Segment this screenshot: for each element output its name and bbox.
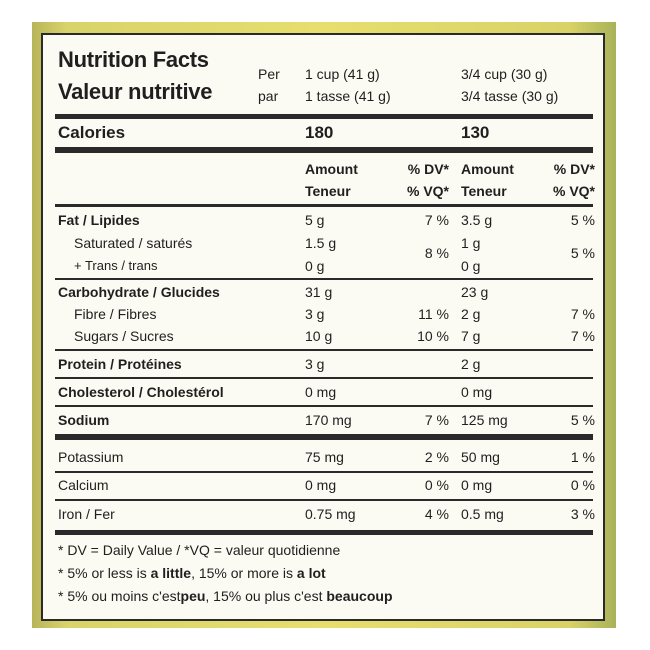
saturated-amount-2: 1 g: [461, 235, 481, 251]
footnote-en-lot: a lot: [296, 565, 326, 581]
rule-thin: [55, 499, 593, 501]
protein-amount-1: 3 g: [305, 356, 325, 372]
amount-fr-1: Teneur: [305, 183, 351, 199]
saturated-label: Saturated / saturés: [74, 235, 193, 251]
calcium-dv-2: 0 %: [570, 477, 595, 493]
footnote-en-little: a little: [150, 565, 192, 581]
iron-dv-1: 4 %: [424, 506, 449, 522]
fibre-dv-1: 11 %: [418, 306, 449, 322]
fibre-label: Fibre / Fibres: [74, 306, 157, 322]
calcium-amount-2: 0 mg: [461, 477, 493, 493]
sugars-amount-2: 7 g: [461, 328, 481, 344]
rule-thin: [55, 471, 593, 473]
trans-amount-1: 0 g: [305, 258, 325, 274]
sodium-dv-1: 7 %: [424, 412, 449, 428]
protein-amount-2: 2 g: [461, 356, 481, 372]
fibre-dv-2: 7 %: [570, 306, 595, 322]
footnote-fr-beaucoup: beaucoup: [326, 588, 393, 604]
nutrition-facts-panel: Nutrition Facts Valeur nutritive Per par…: [41, 33, 605, 621]
title-en: Nutrition Facts: [58, 47, 209, 72]
footnote-en: * 5% or less is a little, 15% or more is…: [58, 566, 326, 580]
iron-amount-1: 0.75 mg: [305, 506, 356, 522]
potassium-amount-2: 50 mg: [461, 449, 500, 465]
rule-thin: [55, 278, 593, 280]
fat-amount-1: 5 g: [305, 212, 325, 228]
iron-dv-2: 3 %: [570, 506, 595, 522]
protein-label: Protein / Protéines: [58, 356, 182, 372]
fat-amount-2: 3.5 g: [461, 212, 493, 228]
cholesterol-amount-2: 0 mg: [461, 384, 493, 400]
rule-thin: [55, 405, 593, 407]
cholesterol-label: Cholesterol / Cholestérol: [58, 384, 224, 400]
dv-en-2: % DV*: [553, 161, 595, 177]
footnote-dv: * DV = Daily Value / *VQ = valeur quotid…: [58, 542, 341, 558]
footnote-fr: * 5% ou moins c'estpeu, 15% ou plus c'es…: [58, 589, 393, 603]
saturated-amount-1: 1.5 g: [305, 235, 337, 251]
sodium-dv-2: 5 %: [570, 412, 595, 428]
fibre-amount-2: 2 g: [461, 306, 481, 322]
amount-en-2: Amount: [461, 161, 514, 177]
fat-dv-2: 5 %: [570, 212, 595, 228]
sugars-dv-2: 7 %: [570, 328, 595, 344]
sugars-label: Sugars / Sucres: [74, 328, 174, 344]
serving1-en: 1 cup (41 g): [305, 66, 380, 82]
sodium-amount-2: 125 mg: [461, 412, 508, 428]
footnote-fr-prefix: * 5% ou moins c'est: [58, 588, 181, 604]
serving2-fr: 3/4 tasse (30 g): [461, 88, 559, 104]
sat-trans-dv-1: 8 %: [424, 245, 449, 261]
rule-thin: [55, 349, 593, 351]
footnote-fr-mid: , 15% ou plus c'est: [205, 588, 327, 604]
iron-amount-2: 0.5 mg: [461, 506, 504, 522]
sugars-dv-1: 10 %: [417, 328, 449, 344]
sodium-amount-1: 170 mg: [305, 412, 352, 428]
dv-en-1: % DV*: [407, 161, 449, 177]
carb-amount-2: 23 g: [461, 284, 489, 300]
iron-label: Iron / Fer: [58, 506, 115, 522]
rule-medium: [55, 204, 593, 207]
footnote-en-prefix: * 5% or less is: [58, 565, 151, 581]
potassium-amount-1: 75 mg: [305, 449, 344, 465]
footnote-en-mid: , 15% or more is: [191, 565, 297, 581]
trans-amount-2: 0 g: [461, 258, 481, 274]
calories-1: 180: [305, 123, 334, 142]
potassium-label: Potassium: [58, 449, 124, 465]
carb-amount-1: 31 g: [305, 284, 333, 300]
rule-thick: [55, 114, 593, 119]
amount-en-1: Amount: [305, 161, 358, 177]
sodium-label: Sodium: [58, 412, 110, 428]
per-fr: par: [258, 88, 279, 104]
fat-label: Fat / Lipides: [58, 212, 140, 228]
calcium-label: Calcium: [58, 477, 109, 493]
per-en: Per: [258, 66, 280, 82]
rule-thin: [55, 377, 593, 379]
rule-thick: [55, 434, 593, 440]
fibre-amount-1: 3 g: [305, 306, 325, 322]
calcium-amount-1: 0 mg: [305, 477, 337, 493]
sugars-amount-1: 10 g: [305, 328, 333, 344]
amount-fr-2: Teneur: [461, 183, 507, 199]
rule-thick: [55, 530, 593, 535]
dv-fr-1: % VQ*: [406, 183, 449, 199]
calories-2: 130: [461, 123, 490, 142]
fat-dv-1: 7 %: [424, 212, 449, 228]
dv-fr-2: % VQ*: [552, 183, 595, 199]
cholesterol-amount-1: 0 mg: [305, 384, 337, 400]
serving1-fr: 1 tasse (41 g): [305, 88, 391, 104]
serving2-en: 3/4 cup (30 g): [461, 66, 548, 82]
trans-label: + Trans / trans: [74, 258, 158, 273]
calcium-dv-1: 0 %: [424, 477, 449, 493]
sat-trans-dv-2: 5 %: [570, 245, 595, 261]
footnote-fr-peu: peu: [180, 588, 206, 604]
rule-thick: [55, 147, 593, 153]
carb-label: Carbohydrate / Glucides: [58, 284, 220, 300]
potassium-dv-1: 2 %: [424, 449, 449, 465]
calories-label: Calories: [58, 123, 126, 142]
potassium-dv-2: 1 %: [570, 449, 595, 465]
title-fr: Valeur nutritive: [58, 79, 213, 104]
